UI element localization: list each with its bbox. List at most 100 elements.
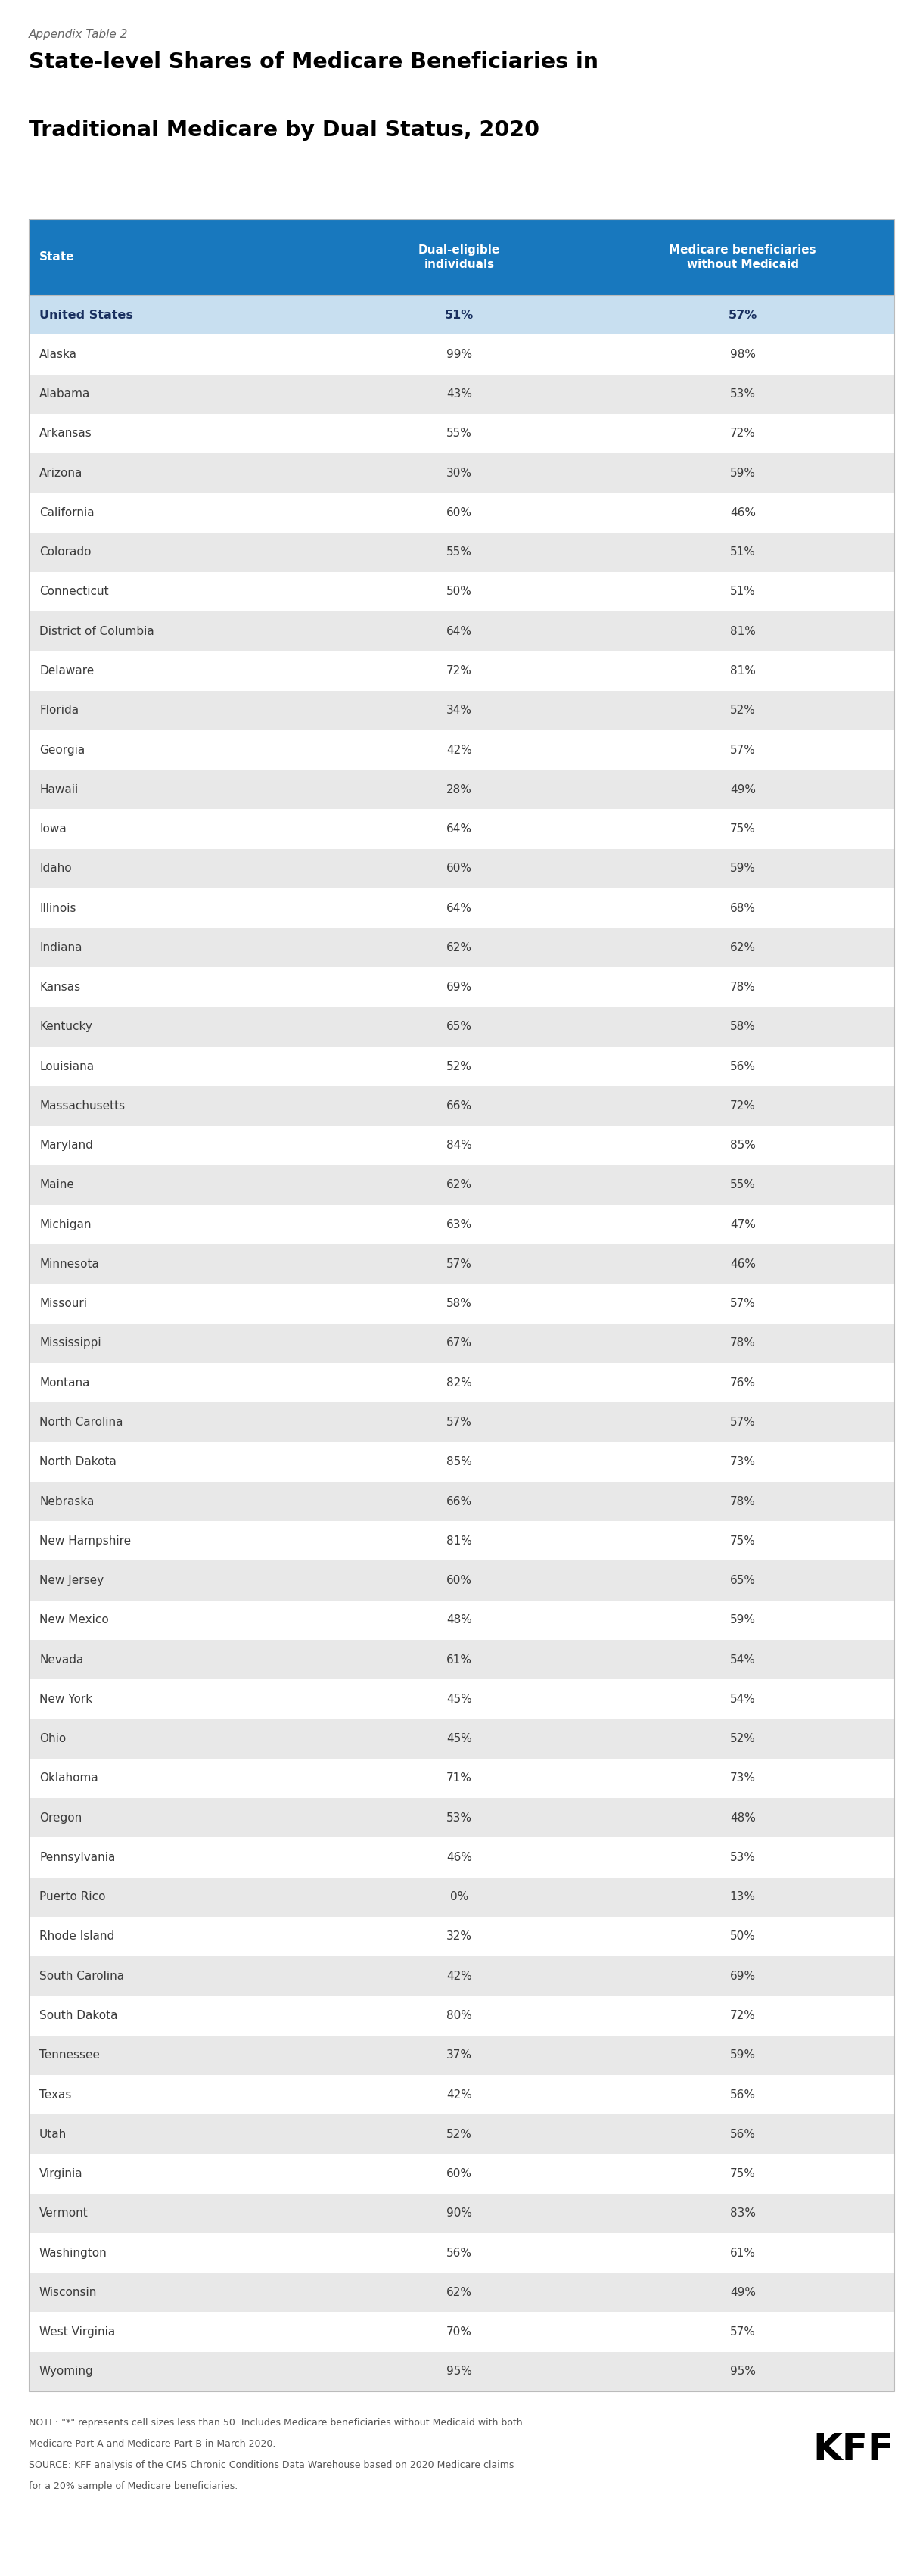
- Bar: [29, 1206, 894, 1244]
- Text: Vermont: Vermont: [40, 2208, 89, 2218]
- Text: 53%: 53%: [730, 389, 756, 399]
- Text: 48%: 48%: [730, 1811, 756, 1824]
- Text: 49%: 49%: [730, 2287, 756, 2298]
- Text: 45%: 45%: [447, 1734, 473, 1744]
- Bar: [29, 729, 894, 770]
- Bar: [29, 2352, 894, 2391]
- Text: 67%: 67%: [447, 1337, 473, 1350]
- Text: 54%: 54%: [730, 1692, 756, 1705]
- Text: West Virginia: West Virginia: [40, 2326, 115, 2336]
- Text: Missouri: Missouri: [40, 1298, 87, 1309]
- Text: California: California: [40, 507, 94, 518]
- Text: SOURCE: KFF analysis of the CMS Chronic Conditions Data Warehouse based on 2020 : SOURCE: KFF analysis of the CMS Chronic …: [29, 2460, 514, 2470]
- Bar: [29, 770, 894, 809]
- Text: Minnesota: Minnesota: [40, 1260, 99, 1270]
- Text: 60%: 60%: [447, 863, 473, 873]
- Text: 85%: 85%: [730, 1139, 756, 1151]
- Bar: [29, 219, 894, 2391]
- Text: Rhode Island: Rhode Island: [40, 1932, 114, 1942]
- Bar: [29, 1680, 894, 1718]
- Text: Dual-eligible
individuals: Dual-eligible individuals: [418, 245, 500, 270]
- Text: 47%: 47%: [730, 1218, 756, 1231]
- Text: Nevada: Nevada: [40, 1654, 83, 1664]
- Text: 81%: 81%: [447, 1535, 473, 1546]
- Text: New York: New York: [40, 1692, 92, 1705]
- Text: Mississippi: Mississippi: [40, 1337, 102, 1350]
- Text: Utah: Utah: [40, 2128, 66, 2141]
- Text: 95%: 95%: [730, 2365, 756, 2378]
- Text: 52%: 52%: [730, 1734, 756, 1744]
- Bar: [29, 1087, 894, 1126]
- Text: United States: United States: [40, 309, 133, 319]
- Text: Alabama: Alabama: [40, 389, 90, 399]
- Text: 84%: 84%: [447, 1139, 473, 1151]
- Bar: [29, 1126, 894, 1164]
- Bar: [29, 2154, 894, 2195]
- Text: State-level Shares of Medicare Beneficiaries in: State-level Shares of Medicare Beneficia…: [29, 52, 598, 72]
- Text: South Dakota: South Dakota: [40, 2009, 117, 2022]
- Text: 62%: 62%: [447, 1180, 473, 1190]
- Bar: [29, 374, 894, 415]
- Text: 55%: 55%: [447, 546, 473, 559]
- Text: 75%: 75%: [730, 824, 756, 835]
- Text: 71%: 71%: [447, 1772, 473, 1785]
- Text: 60%: 60%: [447, 1574, 473, 1587]
- Text: 52%: 52%: [447, 2128, 473, 2141]
- Text: 55%: 55%: [730, 1180, 756, 1190]
- Text: State: State: [40, 252, 75, 263]
- Text: 46%: 46%: [447, 1852, 473, 1862]
- Text: Massachusetts: Massachusetts: [40, 1100, 125, 1113]
- Text: 46%: 46%: [730, 1260, 756, 1270]
- Bar: [29, 1996, 894, 2035]
- Bar: [29, 335, 894, 374]
- Text: Louisiana: Louisiana: [40, 1061, 94, 1072]
- Bar: [29, 2195, 894, 2233]
- Bar: [29, 969, 894, 1007]
- Text: 30%: 30%: [447, 466, 473, 479]
- Text: Kentucky: Kentucky: [40, 1020, 92, 1033]
- Text: 57%: 57%: [730, 1298, 756, 1309]
- Text: Oklahoma: Oklahoma: [40, 1772, 98, 1785]
- Text: 56%: 56%: [447, 2246, 473, 2259]
- Bar: [29, 850, 894, 889]
- Text: Florida: Florida: [40, 706, 78, 716]
- Bar: [29, 415, 894, 453]
- Text: NOTE: "*" represents cell sizes less than 50. Includes Medicare beneficiaries wi: NOTE: "*" represents cell sizes less tha…: [29, 2419, 522, 2427]
- Text: Alaska: Alaska: [40, 348, 78, 361]
- Text: 98%: 98%: [730, 348, 756, 361]
- Text: New Jersey: New Jersey: [40, 1574, 103, 1587]
- Bar: [29, 1363, 894, 1401]
- Text: 61%: 61%: [447, 1654, 473, 1664]
- Text: 43%: 43%: [447, 389, 473, 399]
- Text: Maine: Maine: [40, 1180, 74, 1190]
- Text: 52%: 52%: [730, 706, 756, 716]
- Text: Arkansas: Arkansas: [40, 428, 92, 440]
- Text: 51%: 51%: [730, 587, 756, 598]
- Text: 46%: 46%: [730, 507, 756, 518]
- Text: 63%: 63%: [447, 1218, 473, 1231]
- Text: 64%: 64%: [447, 626, 473, 636]
- Text: 62%: 62%: [447, 943, 473, 953]
- Text: Montana: Montana: [40, 1378, 90, 1388]
- Bar: [29, 652, 894, 690]
- Text: 99%: 99%: [447, 348, 473, 361]
- Text: New Mexico: New Mexico: [40, 1615, 109, 1625]
- Text: 42%: 42%: [447, 744, 473, 755]
- Bar: [29, 296, 894, 335]
- Bar: [29, 1561, 894, 1600]
- Text: 56%: 56%: [730, 2089, 756, 2099]
- Text: District of Columbia: District of Columbia: [40, 626, 154, 636]
- Text: Iowa: Iowa: [40, 824, 66, 835]
- Text: 34%: 34%: [447, 706, 473, 716]
- Text: Kansas: Kansas: [40, 981, 80, 992]
- Text: 66%: 66%: [447, 1497, 473, 1507]
- Bar: [29, 2313, 894, 2352]
- Text: Tennessee: Tennessee: [40, 2050, 100, 2061]
- Text: Hawaii: Hawaii: [40, 783, 78, 796]
- Text: 68%: 68%: [730, 902, 756, 914]
- Text: Puerto Rico: Puerto Rico: [40, 1891, 105, 1904]
- Text: 59%: 59%: [730, 2050, 756, 2061]
- Text: 58%: 58%: [730, 1020, 756, 1033]
- Bar: [29, 1641, 894, 1680]
- Text: New Hampshire: New Hampshire: [40, 1535, 131, 1546]
